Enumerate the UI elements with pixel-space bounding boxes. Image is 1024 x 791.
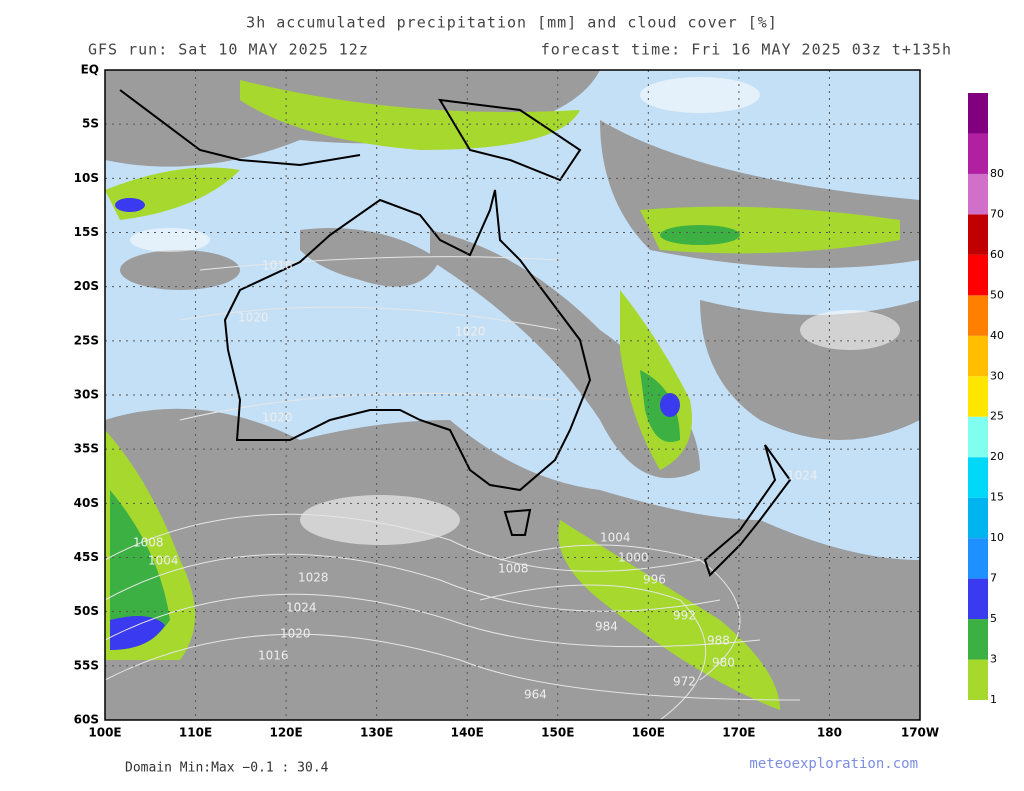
lat-label: 15S: [74, 225, 99, 239]
map: 1016 1020 1020 1020 1008 1004 1028 1024 …: [105, 70, 920, 720]
lat-label: 35S: [74, 442, 99, 456]
axes: EQ5S10S15S20S25S30S35S40S45S50S55S60S100…: [74, 63, 939, 740]
isobar-label: 1004: [148, 554, 179, 568]
colorbar-label: 80: [990, 167, 1004, 180]
colorbar-segment: [968, 538, 988, 579]
colorbar-label: 5: [990, 612, 997, 625]
isobar-label: 1020: [455, 325, 486, 339]
colorbar-label: 15: [990, 491, 1004, 504]
lat-label: 10S: [74, 171, 99, 185]
isobar-label: 1008: [133, 536, 164, 550]
lat-label: 5S: [82, 117, 99, 131]
isobar-label: 988: [707, 634, 730, 648]
colorbar: 1 3 5 7 10 15 20 25 30 40 50 60 70 80: [968, 93, 1004, 706]
colorbar-segment: [968, 578, 988, 620]
colorbar-segment: [968, 335, 988, 377]
lon-label: 160E: [632, 726, 665, 740]
lat-label: 20S: [74, 279, 99, 293]
colorbar-label: 10: [990, 531, 1004, 544]
colorbar-segment: [968, 133, 988, 174]
precip-peak: [110, 198, 680, 650]
lat-label: 25S: [74, 333, 99, 347]
isobar-label: 1024: [286, 601, 317, 615]
run-label: GFS run: Sat 10 MAY 2025 12z: [88, 41, 369, 59]
isobar-label: 1008: [498, 562, 529, 576]
lon-label: 120E: [269, 726, 302, 740]
colorbar-segment: [968, 497, 988, 539]
isobar-labels: 1016 1020 1020 1020 1008 1004 1028 1024 …: [133, 259, 818, 702]
site-credit: meteoexploration.com: [749, 756, 918, 772]
colorbar-label: 25: [990, 410, 1004, 423]
lat-label: 40S: [74, 496, 99, 510]
lon-label: 170E: [722, 726, 755, 740]
lon-label: 180: [817, 726, 842, 740]
colorbar-label: 20: [990, 450, 1004, 463]
lat-label: 45S: [74, 550, 99, 564]
isobar-label: 1004: [600, 531, 631, 545]
lon-label: 170W: [901, 726, 939, 740]
colorbar-label: 40: [990, 329, 1004, 342]
lon-label: 100E: [88, 726, 121, 740]
precip-heavy: [110, 225, 740, 650]
lat-label: EQ: [81, 63, 99, 77]
colorbar-segment: [968, 173, 988, 215]
isobar-label: 1016: [262, 259, 293, 273]
map-frame: [104, 69, 921, 721]
coastlines: [119, 89, 792, 577]
colorbar-segment: [968, 619, 988, 660]
colorbar-segment: [968, 254, 988, 296]
lon-label: 150E: [541, 726, 574, 740]
isobar-label: 1000: [618, 551, 649, 565]
isobar-label: 996: [643, 573, 666, 587]
title: 3h accumulated precipitation [mm] and cl…: [246, 14, 778, 32]
colorbar-label: 50: [990, 288, 1004, 301]
colorbar-label: 1: [990, 693, 997, 706]
isobar-label: 1020: [238, 311, 269, 325]
cloud-highlight: [130, 77, 900, 545]
isobar-label: 1024: [787, 469, 818, 483]
colorbar-label: 60: [990, 248, 1004, 261]
colorbar-segment: [968, 416, 988, 458]
isobar-label: 972: [673, 675, 696, 689]
isobar-label: 1028: [298, 571, 329, 585]
isobar-label: 984: [595, 620, 618, 634]
colorbar-segment: [968, 295, 988, 336]
isobar-label: 1020: [262, 411, 293, 425]
isobars: [105, 256, 801, 720]
colorbar-segment: [968, 93, 988, 134]
colorbar-segment: [968, 376, 988, 417]
colorbar-label: 3: [990, 653, 997, 666]
colorbar-segment: [968, 659, 988, 700]
lat-label: 60S: [74, 713, 99, 727]
forecast-label: forecast time: Fri 16 MAY 2025 03z t+135…: [541, 41, 952, 59]
isobar-label: 992: [673, 609, 696, 623]
lat-label: 55S: [74, 658, 99, 672]
lon-label: 130E: [360, 726, 393, 740]
lon-label: 110E: [179, 726, 212, 740]
lon-label: 140E: [451, 726, 484, 740]
isobar-label: 980: [712, 656, 735, 670]
graticule: [105, 70, 920, 720]
lat-label: 50S: [74, 604, 99, 618]
colorbar-segment: [968, 457, 988, 498]
domain-minmax: Domain Min:Max −0.1 : 30.4: [125, 761, 329, 776]
colorbar-segment: [968, 214, 988, 255]
colorbar-label: 30: [990, 369, 1004, 382]
colorbar-label: 70: [990, 207, 1004, 220]
isobar-label: 964: [524, 688, 547, 702]
lat-label: 30S: [74, 388, 99, 402]
isobar-label: 1020: [280, 627, 311, 641]
isobar-label: 1016: [258, 649, 289, 663]
colorbar-label: 7: [990, 572, 997, 585]
